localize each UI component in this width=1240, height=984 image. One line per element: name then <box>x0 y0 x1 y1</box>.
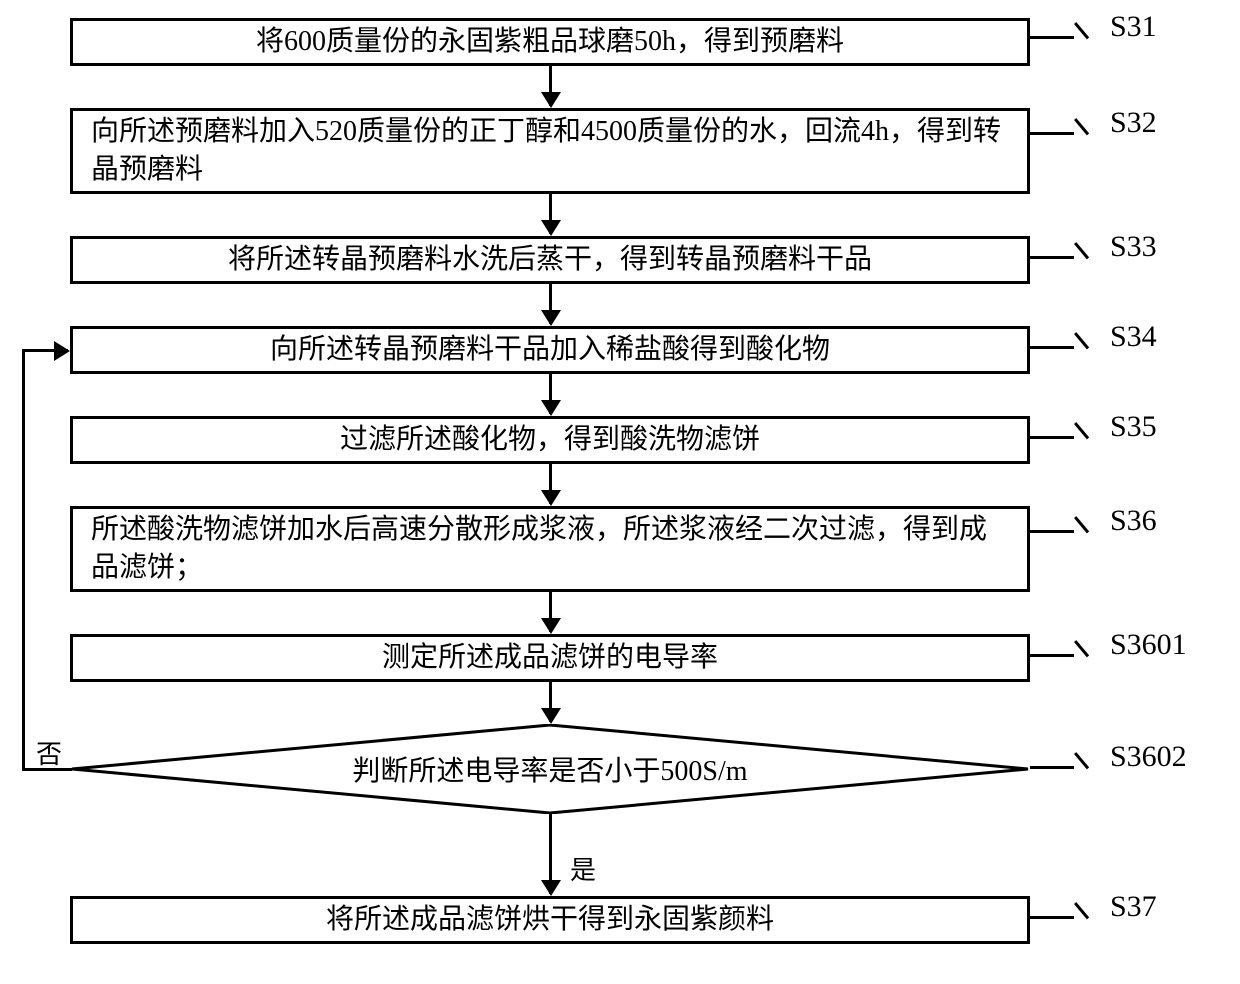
step-s31: 将600质量份的永固紫粗品球磨50h，得到预磨料 <box>70 18 1030 66</box>
arrow-s33-s34 <box>549 284 552 324</box>
step-s3601-text: 测定所述成品滤饼的电导率 <box>382 639 718 677</box>
label-s32: S32 <box>1110 106 1157 140</box>
label-s3602: S3602 <box>1110 740 1187 774</box>
lead-s36-h <box>1030 530 1074 533</box>
lead-s34-d <box>1074 332 1089 349</box>
step-s34: 向所述转晶预磨料干品加入稀盐酸得到酸化物 <box>70 326 1030 374</box>
label-s37: S37 <box>1110 890 1157 924</box>
arrow-s3602-s37 <box>549 814 552 894</box>
yes-label: 是 <box>570 850 596 887</box>
step-s33: 将所述转晶预磨料水洗后蒸干，得到转晶预磨料干品 <box>70 236 1030 284</box>
step-s35: 过滤所述酸化物，得到酸洗物滤饼 <box>70 416 1030 464</box>
step-s36: 所述酸洗物滤饼加水后高速分散形成浆液，所述浆液经二次过滤，得到成品滤饼； <box>70 506 1030 592</box>
arrow-s31-s32 <box>549 66 552 106</box>
step-s33-text: 将所述转晶预磨料水洗后蒸干，得到转晶预磨料干品 <box>228 241 872 279</box>
lead-s32-d <box>1074 118 1089 135</box>
step-s3601: 测定所述成品滤饼的电导率 <box>70 634 1030 682</box>
label-s3601: S3601 <box>1110 628 1187 662</box>
lead-s32-h <box>1030 132 1074 135</box>
label-s33: S33 <box>1110 230 1157 264</box>
lead-s36-d <box>1074 516 1089 533</box>
lead-s34-h <box>1030 346 1074 349</box>
step-s34-text: 向所述转晶预磨料干品加入稀盐酸得到酸化物 <box>270 331 830 369</box>
lead-s33-d <box>1074 242 1089 259</box>
lead-s37-h <box>1030 916 1074 919</box>
lead-s3602-d <box>1074 752 1089 769</box>
step-s36-text: 所述酸洗物滤饼加水后高速分散形成浆液，所述浆液经二次过滤，得到成品滤饼； <box>91 511 1009 587</box>
arrow-s32-s33 <box>549 194 552 234</box>
step-s32: 向所述预磨料加入520质量份的正丁醇和4500质量份的水，回流4h，得到转晶预磨… <box>70 108 1030 194</box>
label-s35: S35 <box>1110 410 1157 444</box>
step-s3602-text: 判断所述电导率是否小于500S/m <box>70 724 1030 814</box>
label-s31: S31 <box>1110 10 1157 44</box>
arrow-s35-s36 <box>549 464 552 504</box>
arrow-s3601-s3602 <box>549 682 552 722</box>
lead-s3601-d <box>1074 640 1089 657</box>
step-s31-text: 将600质量份的永固紫粗品球磨50h，得到预磨料 <box>256 23 844 61</box>
label-s34: S34 <box>1110 320 1157 354</box>
no-branch-h2 <box>22 349 68 352</box>
no-label: 否 <box>36 734 62 771</box>
step-s3602: 判断所述电导率是否小于500S/m <box>70 724 1030 814</box>
lead-s3602-h <box>1030 766 1074 769</box>
lead-s31-d <box>1074 22 1089 39</box>
arrow-s36-s3601 <box>549 592 552 632</box>
lead-s35-h <box>1030 436 1074 439</box>
arrow-s34-s35 <box>549 374 552 414</box>
step-s32-text: 向所述预磨料加入520质量份的正丁醇和4500质量份的水，回流4h，得到转晶预磨… <box>91 113 1009 189</box>
step-s37-text: 将所述成品滤饼烘干得到永固紫颜料 <box>326 901 774 939</box>
lead-s37-d <box>1074 902 1089 919</box>
step-s35-text: 过滤所述酸化物，得到酸洗物滤饼 <box>340 421 760 459</box>
lead-s35-d <box>1074 422 1089 439</box>
label-s36: S36 <box>1110 504 1157 538</box>
step-s37: 将所述成品滤饼烘干得到永固紫颜料 <box>70 896 1030 944</box>
lead-s33-h <box>1030 256 1074 259</box>
no-branch-v <box>22 349 25 771</box>
lead-s31-h <box>1030 36 1074 39</box>
lead-s3601-h <box>1030 654 1074 657</box>
